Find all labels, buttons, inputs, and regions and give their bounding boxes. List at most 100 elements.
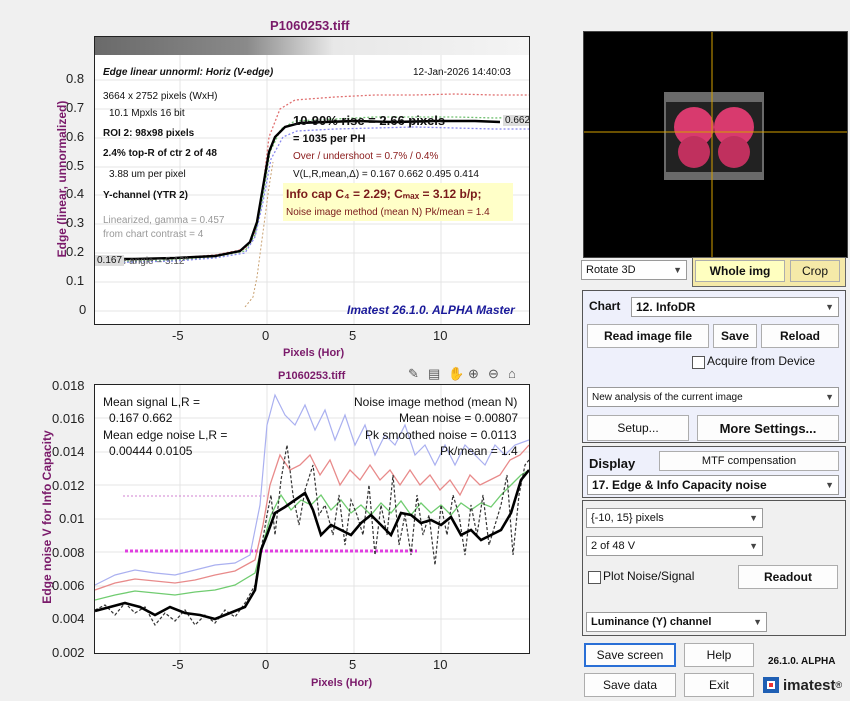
plot-noise-checkbox[interactable]: [588, 571, 601, 584]
noise-ytick: 0.002: [52, 645, 85, 660]
datatip-icon[interactable]: ▤: [428, 366, 441, 381]
edge-ytick: 0.6: [66, 129, 85, 144]
mean-signal-label: Mean signal L,R =: [103, 395, 201, 409]
brush-icon[interactable]: ✎: [408, 366, 419, 381]
chevron-down-icon: ▼: [749, 513, 758, 523]
display-select[interactable]: 17. Edge & Info Capacity noise ▼: [587, 475, 839, 495]
channel-select[interactable]: Luminance (Y) channel ▼: [586, 612, 767, 632]
noise-xtick: -5: [172, 657, 184, 672]
chevron-down-icon: ▼: [825, 392, 834, 402]
vline-text: V(L,R,mean,Δ) = 0.167 0.662 0.495 0.414: [293, 169, 479, 180]
edge-plot[interactable]: Edge linear unnorml: Horiz (V-edge) 12-J…: [94, 36, 530, 325]
edge-plot-svg: [95, 37, 529, 324]
noise-plot-title: P1060253.tiff: [278, 370, 346, 382]
edge-ytick: 0.2: [66, 244, 85, 259]
noise-ytick: 0.018: [52, 378, 85, 393]
noise-ytick: 0.006: [52, 578, 85, 593]
noise-plot-svg: [95, 385, 529, 653]
edge-ytick: 0.7: [66, 100, 85, 115]
whole-img-button[interactable]: Whole img: [695, 260, 785, 282]
noise-plot[interactable]: Mean signal L,R = 0.167 0.662 Mean edge …: [94, 384, 530, 654]
exit-button[interactable]: Exit: [684, 673, 754, 697]
chevron-down-icon: ▼: [825, 302, 834, 312]
image-preview[interactable]: [583, 31, 848, 258]
pk-smoothed-text: Pk smoothed noise = 0.0113: [365, 428, 517, 442]
edge-xlabel: Pixels (Hor): [283, 347, 345, 359]
save-data-button[interactable]: Save data: [584, 673, 676, 697]
noise-xtick: 0: [262, 657, 270, 672]
roi-select[interactable]: 2 of 48 V ▼: [586, 536, 763, 556]
info-line-1: 3664 x 2752 pixels (WxH): [103, 91, 218, 102]
edge-angle-text: Edge angle = 5.12°: [103, 256, 189, 267]
noise-ytick: 0.014: [52, 444, 85, 459]
edge-ytick: 0.4: [66, 186, 85, 201]
pixels-range-value: {-10, 15} pixels: [591, 512, 664, 524]
noise-xlabel: Pixels (Hor): [311, 677, 373, 689]
noise-method-label: Noise image method (mean N): [354, 395, 518, 409]
edge-timestamp: 12-Jan-2026 14:40:03: [413, 67, 511, 78]
info-cap-text: Info cap C₄ = 2.29; Cₘₐₓ = 3.12 b/p;: [286, 187, 482, 201]
rotate-select[interactable]: Rotate 3D ▼: [581, 260, 687, 280]
display-panel: Display MTF compensation 17. Edge & Info…: [582, 446, 846, 498]
readout-button[interactable]: Readout: [738, 565, 838, 589]
edge-xtick: 0: [262, 328, 270, 343]
more-settings-button[interactable]: More Settings...: [697, 415, 839, 441]
edge-xtick: 10: [433, 328, 448, 343]
pan-hand-icon[interactable]: ✋: [448, 366, 465, 381]
chart-label: Chart: [589, 299, 621, 313]
left-level-tag: 0.167: [95, 255, 125, 266]
noise-ytick: 0.004: [52, 611, 85, 626]
reload-button[interactable]: Reload: [761, 324, 839, 348]
options-panel: [582, 500, 846, 636]
logo-mark-icon: [763, 677, 779, 693]
crop-button[interactable]: Crop: [790, 260, 840, 282]
save-button[interactable]: Save: [713, 324, 757, 348]
save-screen-button[interactable]: Save screen: [584, 643, 676, 667]
help-button[interactable]: Help: [684, 643, 754, 667]
chart-panel: Chart 12. InfoDR ▼ Read image file Save R…: [582, 290, 846, 443]
display-label: Display: [589, 456, 636, 471]
edge-xtick: 5: [349, 328, 357, 343]
pk-mean-text: Pk/mean = 1.4: [440, 444, 518, 458]
mean-edge-noise-values: 0.00444 0.0105: [109, 444, 193, 458]
pixels-range-select[interactable]: {-10, 15} pixels ▼: [586, 508, 763, 528]
mean-noise-text: Mean noise = 0.00807: [399, 411, 519, 425]
info-cap-box: [283, 183, 513, 221]
roi-select-value: 2 of 48 V: [591, 540, 636, 552]
right-level-tag: 0.662: [503, 115, 529, 126]
channel-select-value: Luminance (Y) channel: [591, 616, 712, 628]
zoom-out-icon[interactable]: ⊖: [488, 366, 499, 381]
overshoot-text: Over / undershoot = 0.7% / 0.4%: [293, 151, 439, 162]
zoom-in-icon[interactable]: ⊕: [468, 366, 479, 381]
gamma-line-1: Linearized, gamma = 0.457: [103, 215, 225, 226]
registered-mark: ®: [835, 680, 843, 690]
chevron-down-icon: ▼: [749, 541, 758, 551]
rotate-select-value: Rotate 3D: [586, 264, 636, 276]
edge-ytick: 0.3: [66, 215, 85, 230]
home-icon[interactable]: ⌂: [508, 366, 516, 381]
info-line-4: 2.4% top-R of ctr 2 of 48: [103, 148, 217, 159]
noise-ytick: 0.008: [52, 545, 85, 560]
analysis-select[interactable]: New analysis of the current image ▼: [587, 387, 839, 407]
per-ph-text: = 1035 per PH: [293, 133, 366, 145]
noise-ytick: 0.012: [52, 478, 85, 493]
edge-ytick: 0: [79, 302, 87, 317]
edge-ytick: 0.8: [66, 71, 85, 86]
noise-method-text: Noise image method (mean N) Pk/mean = 1.…: [286, 207, 490, 218]
acquire-label: Acquire from Device: [707, 354, 816, 368]
acquire-checkbox[interactable]: [692, 356, 705, 369]
imatest-logo: imatest ®: [761, 674, 847, 696]
chevron-down-icon: ▼: [825, 480, 834, 490]
version-label: 26.1.0. ALPHA: [768, 656, 836, 667]
mtf-compensation-button[interactable]: MTF compensation: [659, 451, 839, 471]
info-line-5: 3.88 um per pixel: [109, 169, 186, 180]
chart-select[interactable]: 12. InfoDR ▼: [631, 297, 839, 317]
analysis-select-value: New analysis of the current image: [592, 391, 743, 403]
read-image-button[interactable]: Read image file: [587, 324, 709, 348]
noise-xtick: 10: [433, 657, 448, 672]
info-line-3: ROI 2: 98x98 pixels: [103, 128, 195, 139]
chevron-down-icon: ▼: [673, 265, 682, 275]
chart-thumbnail: [584, 32, 847, 257]
setup-button[interactable]: Setup...: [587, 415, 689, 441]
rise-text: 10-90% rise = 2.66 pixels: [293, 113, 446, 128]
